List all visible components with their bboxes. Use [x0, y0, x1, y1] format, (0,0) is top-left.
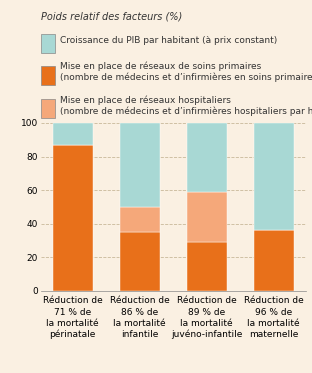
Bar: [53, 145, 93, 291]
Bar: [254, 231, 294, 291]
Bar: [254, 123, 294, 231]
Bar: [187, 242, 227, 291]
Text: Croissance du PIB par habitant (à prix constant): Croissance du PIB par habitant (à prix c…: [61, 36, 278, 45]
Bar: [53, 123, 93, 145]
Text: Mise en place de réseaux hospitaliers
(nombre de médecins et d’infirmières hospi: Mise en place de réseaux hospitaliers (n…: [61, 95, 312, 116]
Bar: [187, 192, 227, 242]
Bar: [187, 123, 227, 192]
Text: Mise en place de réseaux de soins primaires
(nombre de médecins et d’infirmières: Mise en place de réseaux de soins primai…: [61, 62, 312, 82]
FancyBboxPatch shape: [41, 66, 55, 85]
Bar: [119, 123, 160, 207]
Text: Poids relatif des facteurs (%): Poids relatif des facteurs (%): [41, 11, 182, 21]
Bar: [119, 207, 160, 232]
FancyBboxPatch shape: [41, 99, 55, 118]
FancyBboxPatch shape: [41, 34, 55, 53]
Bar: [119, 232, 160, 291]
